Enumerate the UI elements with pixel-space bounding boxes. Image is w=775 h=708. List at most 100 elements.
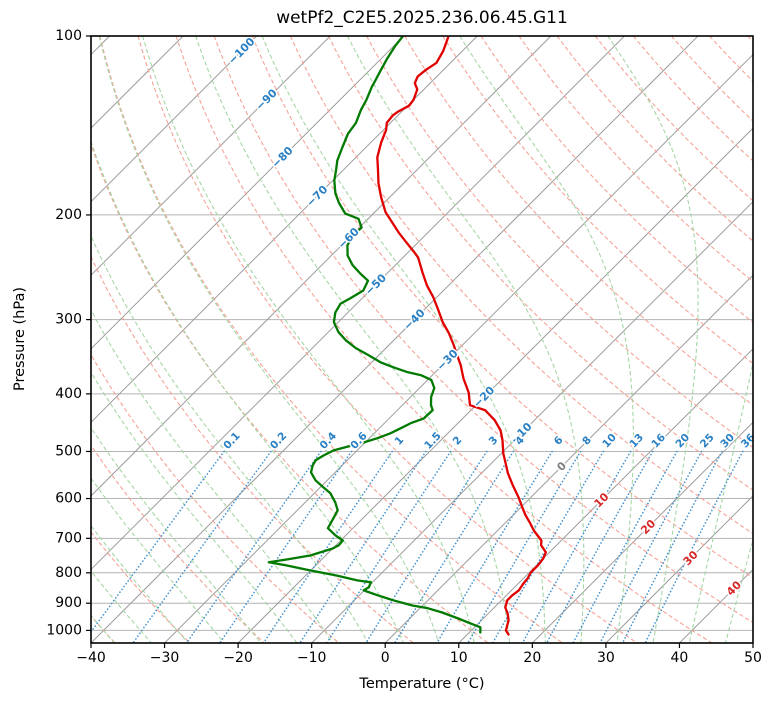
y-tick-label: 100 bbox=[55, 28, 82, 44]
isotherm-line bbox=[91, 36, 331, 276]
dry-adiabat-line bbox=[99, 36, 563, 643]
mixing-ratio-line bbox=[262, 450, 393, 643]
y-tick-label: 200 bbox=[55, 207, 82, 223]
x-tick-label: 20 bbox=[523, 650, 541, 666]
moist-adiabat-line bbox=[91, 371, 298, 643]
isotherm-line bbox=[164, 53, 753, 643]
y-tick-label: 300 bbox=[55, 312, 82, 328]
dry-adiabat-line bbox=[404, 36, 753, 406]
moist-adiabat-line bbox=[195, 36, 511, 643]
isotherm-line bbox=[91, 36, 699, 643]
x-tick-label: −30 bbox=[150, 650, 180, 666]
mixing-ratio-label: 3 bbox=[487, 434, 501, 448]
mixing-ratio-line bbox=[572, 450, 678, 643]
moist-adiabat-line bbox=[688, 359, 753, 643]
isotherm-line bbox=[605, 495, 753, 643]
isotherm-line bbox=[237, 127, 753, 643]
dry-adiabat-line bbox=[709, 36, 753, 83]
mixing-ratio-line bbox=[299, 450, 427, 643]
dry-adiabat-line bbox=[328, 36, 753, 491]
moist-adiabat-line bbox=[459, 36, 634, 643]
isotherm-line bbox=[752, 642, 753, 643]
plot-field: −100−90−80−70−60−50−40−30−20−10010203040… bbox=[91, 36, 758, 643]
y-tick-label: 600 bbox=[55, 491, 82, 507]
moist-adiabat-line bbox=[91, 234, 369, 643]
y-tick-label: 700 bbox=[55, 530, 82, 546]
moist-adiabat-line bbox=[142, 36, 475, 643]
axes-spines bbox=[90, 35, 754, 644]
mixing-ratio-line bbox=[599, 450, 703, 643]
mixing-ratio-line bbox=[91, 450, 225, 634]
mixing-ratio-line bbox=[365, 450, 488, 643]
mixing-ratio-line bbox=[325, 450, 452, 643]
dry-adiabat-line bbox=[480, 36, 753, 323]
dry-adiabat-line bbox=[747, 36, 753, 43]
isotherm-line bbox=[458, 348, 753, 643]
mixing-ratio-line bbox=[644, 450, 744, 643]
dry-adiabat-line bbox=[91, 531, 191, 643]
mixing-ratio-label: 2 bbox=[451, 434, 465, 448]
dry-adiabat-line bbox=[91, 444, 265, 643]
x-tick-label: 10 bbox=[450, 650, 468, 666]
mixing-ratio-label: 25 bbox=[698, 431, 717, 450]
dry-adiabat-line bbox=[137, 36, 638, 643]
x-tick-label: −10 bbox=[297, 650, 327, 666]
mixing-ratio-label: 1.5 bbox=[422, 430, 443, 452]
dry-adiabat-line bbox=[289, 36, 753, 535]
dry-adiabat-line bbox=[213, 36, 753, 624]
isotherm-line bbox=[91, 36, 258, 203]
mixing-ratio-label: 0.6 bbox=[348, 430, 369, 452]
mixing-ratio-label: 1 bbox=[393, 434, 407, 448]
dry-adiabat-line bbox=[91, 353, 340, 643]
isotherm-line bbox=[91, 36, 552, 497]
x-tick-label: −20 bbox=[223, 650, 253, 666]
mixing-ratio-line bbox=[545, 450, 654, 643]
x-tick-label: 50 bbox=[744, 650, 762, 666]
isotherm-line bbox=[91, 36, 478, 424]
dewpoint-curve bbox=[267, 36, 482, 634]
moist-adiabat-line bbox=[91, 477, 226, 643]
y-tick-label: 800 bbox=[55, 565, 82, 581]
mixing-ratio-line bbox=[467, 450, 582, 643]
dry-adiabat-line bbox=[518, 36, 753, 283]
dry-adiabat-line bbox=[442, 36, 753, 365]
mixing-ratio-label: 0.4 bbox=[318, 430, 339, 452]
moist-adiabat-line bbox=[91, 524, 189, 643]
isotherm-line bbox=[311, 200, 753, 643]
mixing-ratio-line bbox=[132, 450, 272, 643]
y-tick-label: 500 bbox=[55, 443, 82, 459]
mixing-ratio-line bbox=[621, 450, 723, 643]
dry-adiabat-line bbox=[251, 36, 753, 579]
x-tick-label: 0 bbox=[381, 650, 390, 666]
x-tick-label: 30 bbox=[597, 650, 615, 666]
mixing-ratio-line bbox=[436, 450, 553, 643]
y-axis-label: Pressure (hPa) bbox=[12, 287, 28, 392]
mixing-ratio-line bbox=[219, 450, 353, 643]
chart-title: wetPf2_C2E5.2025.236.06.45.G11 bbox=[276, 8, 568, 28]
dry-adiabat-line bbox=[366, 36, 753, 448]
dry-adiabat-line bbox=[91, 142, 489, 643]
moist-adiabat-line bbox=[607, 36, 699, 643]
mixing-ratio-line bbox=[185, 450, 322, 643]
moist-adiabat-line bbox=[98, 36, 440, 643]
dry-adiabat-line bbox=[91, 255, 414, 643]
mixing-ratio-line bbox=[393, 450, 515, 643]
mixing-ratio-label: 16 bbox=[649, 431, 668, 450]
mixing-ratio-label: 36 bbox=[739, 431, 758, 450]
isotherm-line bbox=[91, 36, 625, 571]
dry-adiabat-line bbox=[175, 36, 713, 643]
moist-adiabat-line bbox=[91, 426, 262, 643]
x-tick-label: 40 bbox=[671, 650, 689, 666]
y-tick-label: 400 bbox=[55, 386, 82, 402]
y-tick-label: 1000 bbox=[46, 622, 82, 638]
isotherm-line bbox=[531, 421, 753, 643]
isotherm-line bbox=[91, 36, 405, 350]
mixing-ratio-label: 0.1 bbox=[221, 430, 242, 452]
temperature-curve bbox=[376, 36, 547, 636]
moist-adiabat-line bbox=[725, 538, 753, 643]
dry-adiabat-line bbox=[594, 36, 753, 202]
mixing-ratio-label: 13 bbox=[627, 431, 646, 450]
isotherm-line bbox=[384, 274, 753, 643]
